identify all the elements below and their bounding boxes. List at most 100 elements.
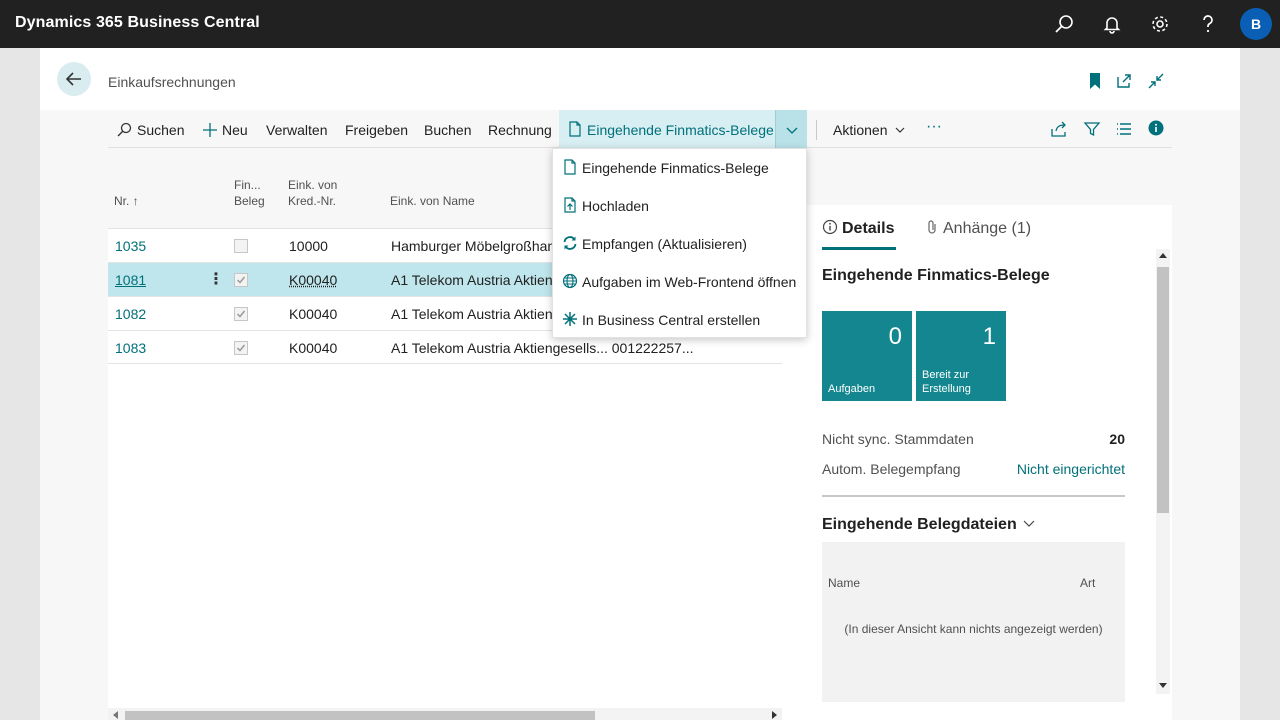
back-button[interactable] [57, 62, 91, 96]
new-button[interactable]: Neu [202, 122, 248, 138]
row-checkbox [234, 341, 248, 355]
content-area: Suchen Neu Verwalten Freigeben Buchen Re… [40, 110, 1240, 720]
row-checkbox [234, 307, 248, 321]
document-icon [569, 121, 581, 137]
row-kred: K00040 [289, 340, 338, 356]
scroll-down-icon[interactable] [1159, 683, 1167, 688]
scroll-up-icon[interactable] [1159, 253, 1167, 258]
collapse-icon[interactable] [1147, 72, 1165, 90]
release-button[interactable]: Freigeben [345, 122, 409, 138]
row-checkbox [234, 239, 248, 253]
tab-attachments[interactable]: Anhänge (1) [926, 219, 1031, 238]
factbox-title: Eingehende Finmatics-Belege [822, 267, 1050, 284]
app-title: Dynamics 365 Business Central [15, 14, 260, 31]
finmatics-dropdown-menu: Eingehende Finmatics-Belege Hochladen Em… [552, 148, 807, 338]
search-action[interactable]: Suchen [116, 122, 184, 138]
column-header-name[interactable]: Eink. von Name [390, 194, 475, 208]
bell-icon[interactable] [1100, 12, 1124, 36]
column-header-nr[interactable]: Nr. ↑ [114, 194, 139, 208]
open-new-window-icon[interactable] [1115, 72, 1133, 90]
info-outline-icon [822, 219, 838, 235]
files-empty-text: (In dieser Ansicht kann nichts angezeigt… [844, 622, 1103, 636]
menu-item-label: Aufgaben im Web-Frontend öffnen [582, 274, 797, 290]
row-name: A1 Telekom Austria Aktien [391, 272, 553, 288]
share-icon[interactable] [1050, 120, 1068, 141]
table-row[interactable]: 1082 K00040 A1 Telekom Austria Aktien [108, 296, 782, 330]
breadcrumb: Einkaufsrechnungen [108, 74, 236, 90]
tile-value: 1 [982, 323, 996, 350]
auto-label: Autom. Belegempfang [822, 461, 961, 477]
menu-item-label: Eingehende Finmatics-Belege [582, 160, 769, 176]
row-nr[interactable]: 1035 [115, 238, 147, 254]
tile-tasks[interactable]: 0 Aufgaben [822, 311, 912, 401]
column-header-fin-1[interactable]: Fin... [234, 178, 261, 192]
menu-item-upload[interactable]: Hochladen [553, 187, 806, 225]
menu-item-label: In Business Central erstellen [582, 312, 761, 328]
page-header: Einkaufsrechnungen [40, 48, 1240, 110]
menu-item-refresh[interactable]: Empfangen (Aktualisieren) [553, 225, 806, 263]
tile-label: Bereit zur Erstellung [922, 369, 971, 395]
action-bar: Suchen Neu Verwalten Freigeben Buchen Re… [108, 110, 1172, 148]
menu-item-label: Hochladen [582, 198, 649, 214]
avatar[interactable]: B [1240, 8, 1272, 40]
plus-icon [203, 123, 217, 137]
row-nr[interactable]: 1082 [115, 306, 147, 322]
row-nr[interactable]: 1081 [115, 272, 147, 288]
menu-item-web-frontend[interactable]: Aufgaben im Web-Frontend öffnen [553, 263, 806, 301]
tile-ready[interactable]: 1 Bereit zur Erstellung [916, 311, 1006, 401]
toolbar-separator [816, 120, 817, 140]
sync-label: Nicht sync. Stammdaten [822, 431, 974, 447]
sparkle-icon [563, 312, 577, 326]
scroll-left-icon[interactable] [113, 711, 118, 719]
chevron-down-icon [786, 127, 798, 134]
info-icon[interactable] [1148, 120, 1164, 139]
row-name: A1 Telekom Austria Aktiengesells... 0012… [391, 340, 694, 356]
factbox-scrollbar[interactable] [1156, 249, 1170, 694]
arrow-left-icon [65, 72, 81, 86]
auto-value-link[interactable]: Nicht eingerichtet [1016, 461, 1125, 477]
actions-menu[interactable]: Aktionen [833, 122, 906, 138]
menu-item-label: Empfangen (Aktualisieren) [582, 236, 747, 252]
help-icon[interactable] [1196, 12, 1220, 36]
gear-icon[interactable] [1148, 12, 1172, 36]
chevron-down-icon [895, 127, 905, 133]
table-row[interactable]: 1083 K00040 A1 Telekom Austria Aktienges… [108, 330, 782, 364]
horizontal-scroll-thumb[interactable] [125, 711, 595, 720]
upload-document-icon [564, 197, 576, 213]
vertical-scroll-thumb[interactable] [1157, 267, 1169, 513]
invoice-button[interactable]: Rechnung [488, 122, 552, 138]
tile-label: Aufgaben [828, 383, 876, 395]
row-menu-icon[interactable]: ⋮ [208, 271, 224, 288]
finmatics-dropdown-toggle[interactable] [775, 110, 807, 148]
factbox-pane: Details Anhänge (1) Eingehende Finmatics… [782, 205, 1172, 720]
row-name: A1 Telekom Austria Aktien [391, 306, 553, 322]
scroll-right-icon[interactable] [772, 711, 777, 719]
app-bar: Dynamics 365 Business Central B [0, 0, 1280, 48]
new-label: Neu [222, 122, 248, 138]
active-tab-indicator [822, 247, 896, 250]
refresh-icon [563, 236, 577, 250]
search-icon[interactable] [1052, 12, 1076, 36]
search-icon [117, 122, 132, 137]
post-button[interactable]: Buchen [424, 122, 472, 138]
more-options-button[interactable]: ··· [926, 118, 942, 135]
tab-details[interactable]: Details [822, 219, 894, 238]
finmatics-label: Eingehende Finmatics-Belege [587, 122, 774, 138]
column-header-fin-2: Beleg [234, 194, 265, 208]
files-list: Name Art (In dieser Ansicht kann nichts … [822, 542, 1125, 702]
filter-icon[interactable] [1083, 120, 1101, 141]
table-row[interactable]: 1035 10000 Hamburger Möbelgroßhan [108, 228, 782, 262]
sync-value[interactable]: 20 [1109, 431, 1125, 447]
finmatics-button[interactable]: Eingehende Finmatics-Belege [559, 110, 806, 148]
menu-item-create-in-bc[interactable]: In Business Central erstellen [553, 301, 806, 339]
column-header-kred-1[interactable]: Eink. von [288, 178, 338, 192]
row-checkbox [234, 273, 248, 287]
manage-button[interactable]: Verwalten [266, 122, 328, 138]
files-section-header[interactable]: Eingehende Belegdateien [822, 516, 1035, 534]
horizontal-scrollbar[interactable] [108, 708, 782, 720]
globe-icon [562, 273, 578, 289]
menu-item-finmatics[interactable]: Eingehende Finmatics-Belege [553, 149, 806, 187]
bookmark-icon[interactable] [1086, 72, 1104, 90]
row-nr[interactable]: 1083 [115, 340, 147, 356]
list-view-icon[interactable] [1115, 120, 1133, 141]
